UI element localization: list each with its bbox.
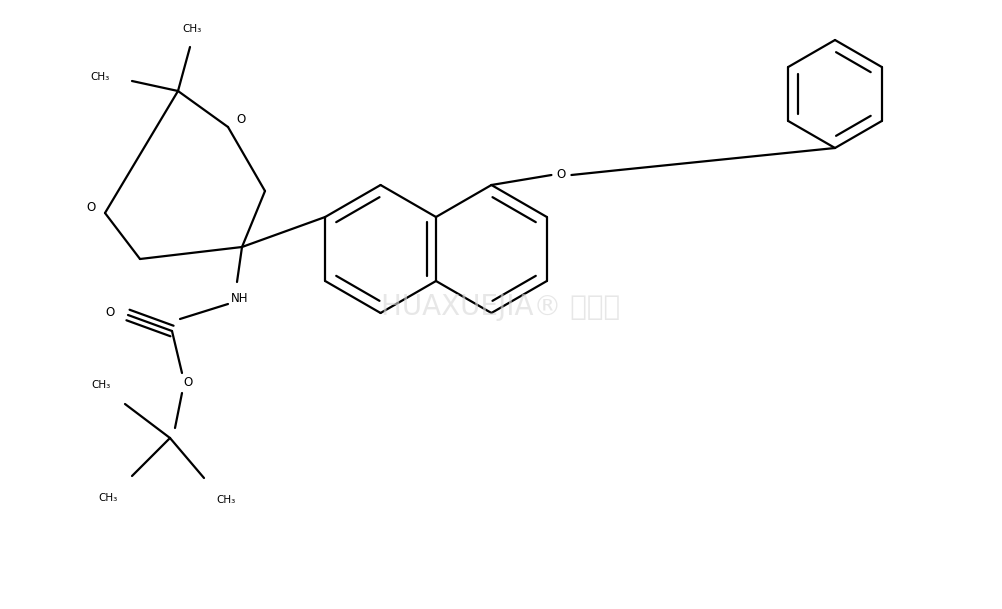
Text: NH: NH: [231, 292, 248, 304]
Text: CH₃: CH₃: [91, 380, 110, 390]
Text: HUAXUEJIA® 化学加: HUAXUEJIA® 化学加: [382, 293, 620, 321]
Text: O: O: [86, 200, 95, 214]
Text: CH₃: CH₃: [216, 495, 235, 505]
Text: O: O: [557, 167, 566, 180]
Text: CH₃: CH₃: [98, 493, 117, 503]
Text: CH₃: CH₃: [90, 72, 109, 82]
Text: CH₃: CH₃: [182, 24, 201, 34]
Text: O: O: [183, 376, 192, 389]
Text: O: O: [105, 306, 114, 320]
Text: O: O: [236, 113, 245, 127]
